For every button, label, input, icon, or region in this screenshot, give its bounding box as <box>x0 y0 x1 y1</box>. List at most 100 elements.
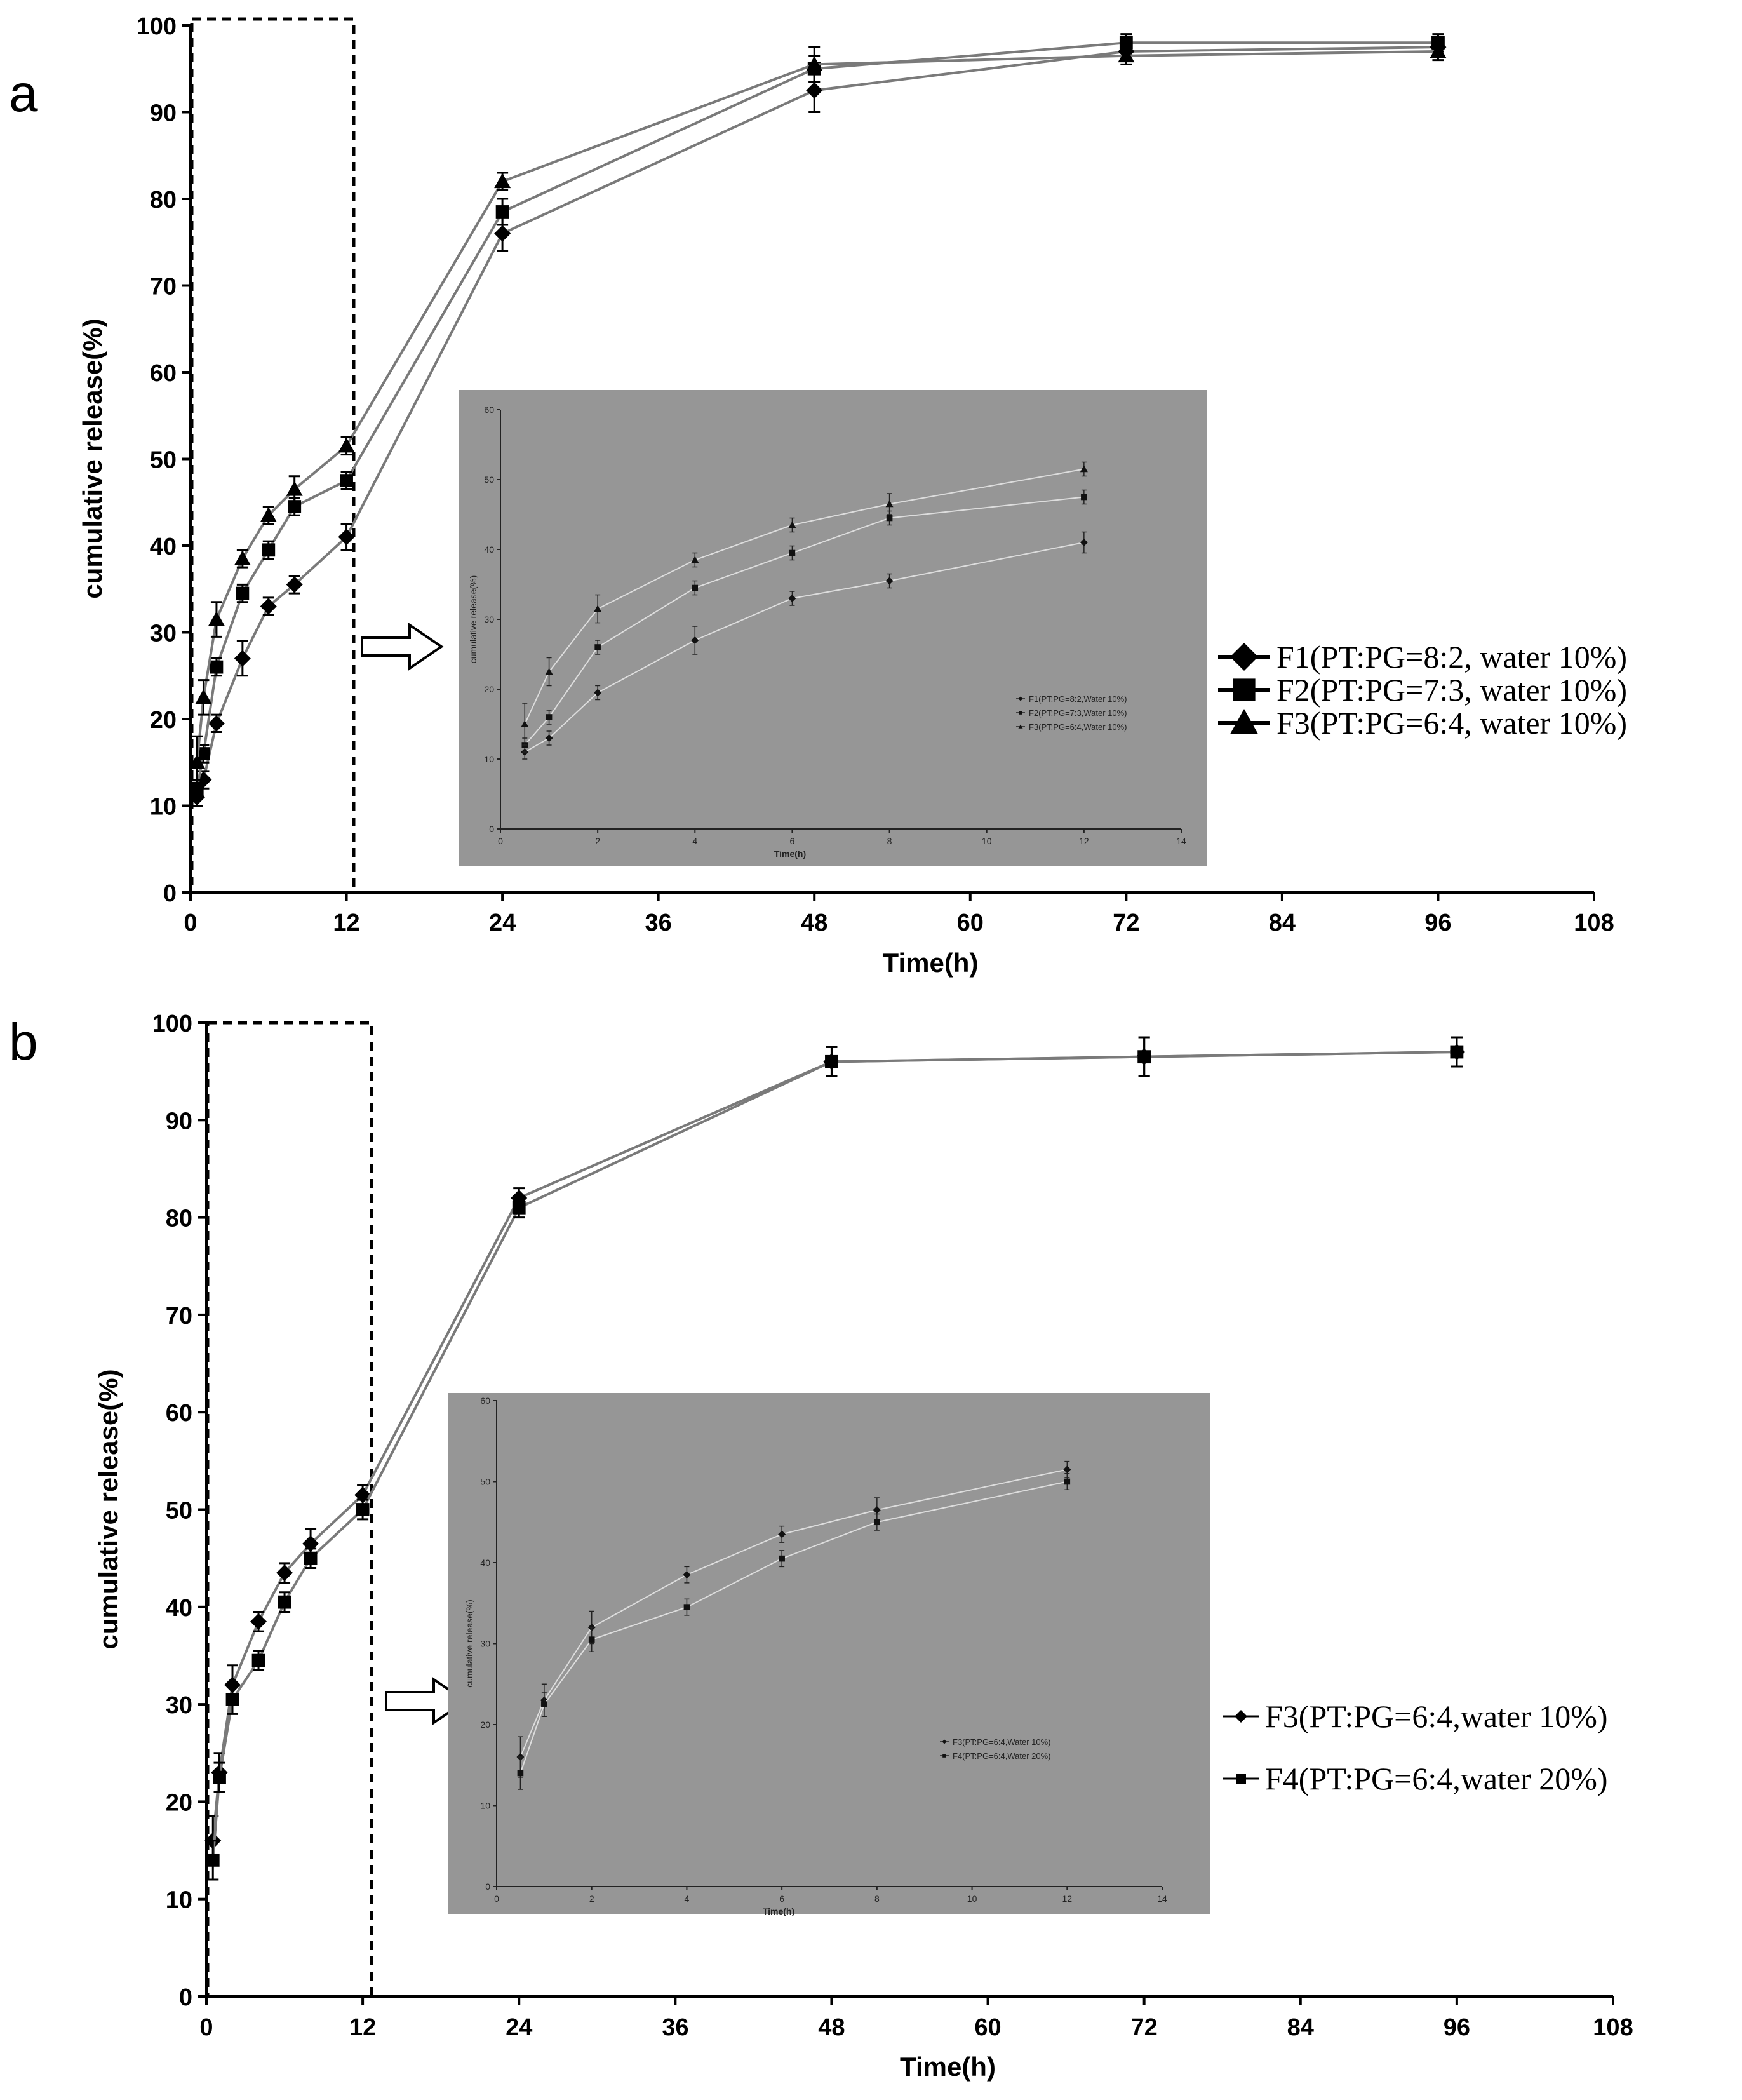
inset-x-tick-label: 10 <box>982 836 992 846</box>
x-tick-label: 108 <box>1574 910 1614 936</box>
data-point <box>338 528 355 546</box>
y-tick-label: 20 <box>166 1789 192 1816</box>
data-point <box>495 205 509 219</box>
inset-legend-label: F4(PT:PG=6:4,Water 20%) <box>953 1751 1051 1761</box>
inset-x-tick-label: 8 <box>874 1894 880 1904</box>
inset-data-point <box>541 1701 547 1707</box>
data-point <box>512 1201 526 1215</box>
data-point <box>236 586 250 600</box>
inset-x-axis-label: Time(h) <box>774 849 806 859</box>
y-tick-label: 80 <box>150 187 177 213</box>
inset-x-tick-label: 12 <box>1079 836 1089 846</box>
data-point <box>1119 36 1133 50</box>
inset-data-point <box>779 1555 785 1562</box>
inset-data-point <box>1064 1478 1071 1485</box>
inset-data-point <box>546 714 553 720</box>
data-point <box>251 1653 265 1667</box>
inset-data-point <box>788 521 796 528</box>
y-tick-label: 90 <box>166 1108 192 1134</box>
inset-y-tick-label: 10 <box>484 754 494 764</box>
inset-y-tick-label: 60 <box>480 1396 490 1406</box>
inset-y-tick-label: 20 <box>484 684 494 694</box>
x-tick-label: 72 <box>1131 2014 1158 2041</box>
inset-data-point <box>588 1636 595 1643</box>
y-tick-label: 70 <box>150 274 177 300</box>
inset-series-2 <box>517 1473 1071 1790</box>
inset-data-point <box>692 584 699 591</box>
data-point <box>338 438 355 453</box>
inset-x-tick-label: 14 <box>1157 1894 1167 1904</box>
legend-marker <box>1236 1774 1246 1784</box>
series-3 <box>189 41 1447 790</box>
data-point <box>1430 43 1447 58</box>
inset-legend-label: F2(PT:PG=7:3,Water 10%) <box>1029 708 1127 718</box>
inset-x-tick-label: 6 <box>790 836 795 846</box>
data-point <box>825 1054 838 1068</box>
y-tick-label: 70 <box>166 1303 192 1329</box>
inset-y-tick-label: 30 <box>484 614 494 624</box>
inset-data-point <box>594 605 602 612</box>
data-point <box>304 1551 318 1565</box>
y-tick-label: 60 <box>150 360 177 387</box>
zoom-region-box <box>190 17 356 894</box>
inset-background <box>448 1393 1210 1914</box>
data-point <box>1118 47 1135 63</box>
data-point <box>189 754 206 769</box>
inset-series-2 <box>521 489 1087 753</box>
inset-legend-item: F2(PT:PG=7:3,Water 10%) <box>1016 708 1127 718</box>
inset-x-tick-label: 12 <box>1062 1894 1072 1904</box>
data-point <box>234 650 251 667</box>
inset-data-point <box>788 595 796 602</box>
data-point <box>356 1503 370 1516</box>
y-tick-label: 60 <box>166 1400 192 1427</box>
data-point <box>260 507 277 522</box>
inset-legend-item: F3(PT:PG=6:4,Water 10%) <box>940 1737 1051 1747</box>
x-tick-label: 0 <box>199 2014 213 2041</box>
y-tick-label: 10 <box>150 794 177 821</box>
y-tick-label: 30 <box>166 1692 192 1719</box>
y-tick-label: 10 <box>166 1887 192 1914</box>
inset-data-point <box>691 636 699 644</box>
inset-x-tick-label: 2 <box>595 836 600 846</box>
legend-label: F4(PT:PG=6:4,water 20%) <box>1265 1761 1608 1796</box>
x-tick-label: 60 <box>974 2014 1001 2041</box>
legend-label: F1(PT:PG=8:2, water 10%) <box>1276 639 1627 675</box>
inset-data-point <box>885 500 894 508</box>
inset-x-tick-label: 6 <box>779 1894 784 1904</box>
inset-chart: 0 10 20 30 40 50 60 0 2 4 6 8 10 12 14 Time(h) cumulativ… <box>448 1393 1210 1916</box>
legend-item: F3(PT:PG=6:4,water 10%) <box>1223 1699 1608 1734</box>
x-tick-label: 96 <box>1424 910 1451 936</box>
data-point <box>210 660 224 674</box>
inset-y-tick-label: 20 <box>480 1720 490 1730</box>
data-point <box>195 689 212 704</box>
inset-legend-label: F3(PT:PG=6:4,Water 10%) <box>1029 722 1127 732</box>
data-point <box>288 500 302 513</box>
zoom-arrow <box>361 623 444 671</box>
inset-data-point <box>886 515 893 522</box>
inset-y-tick-label: 40 <box>480 1558 490 1568</box>
inset-x-tick-label: 0 <box>498 836 503 846</box>
x-tick-label: 12 <box>333 910 359 936</box>
x-tick-label: 36 <box>662 2014 688 2041</box>
inset-y-axis-label: cumulative release(%) <box>464 1599 474 1688</box>
data-point <box>260 598 277 615</box>
inset-data-point <box>691 556 699 563</box>
data-point <box>234 550 251 565</box>
inset-legend-item: F4(PT:PG=6:4,Water 20%) <box>940 1751 1051 1761</box>
x-tick-label: 24 <box>506 2014 532 2041</box>
y-tick-label: 0 <box>163 880 177 907</box>
data-point <box>225 1693 239 1706</box>
legend-item: F1(PT:PG=8:2, water 10%) <box>1218 639 1627 675</box>
inset-background <box>459 390 1207 866</box>
data-point <box>206 1853 220 1867</box>
data-point <box>340 474 353 488</box>
x-tick-label: 48 <box>818 2014 845 2041</box>
inset-chart: 0 10 20 30 40 50 60 0 2 4 6 8 10 12 14 Time(h) cumulativ… <box>459 390 1207 866</box>
y-axis-label: cumulative release(%) <box>77 318 107 598</box>
inset-data-point <box>1063 1465 1071 1474</box>
inset-data-point <box>683 1571 691 1579</box>
legend-item: F4(PT:PG=6:4,water 20%) <box>1223 1761 1608 1796</box>
data-point <box>1137 1050 1151 1064</box>
data-point <box>286 481 303 496</box>
